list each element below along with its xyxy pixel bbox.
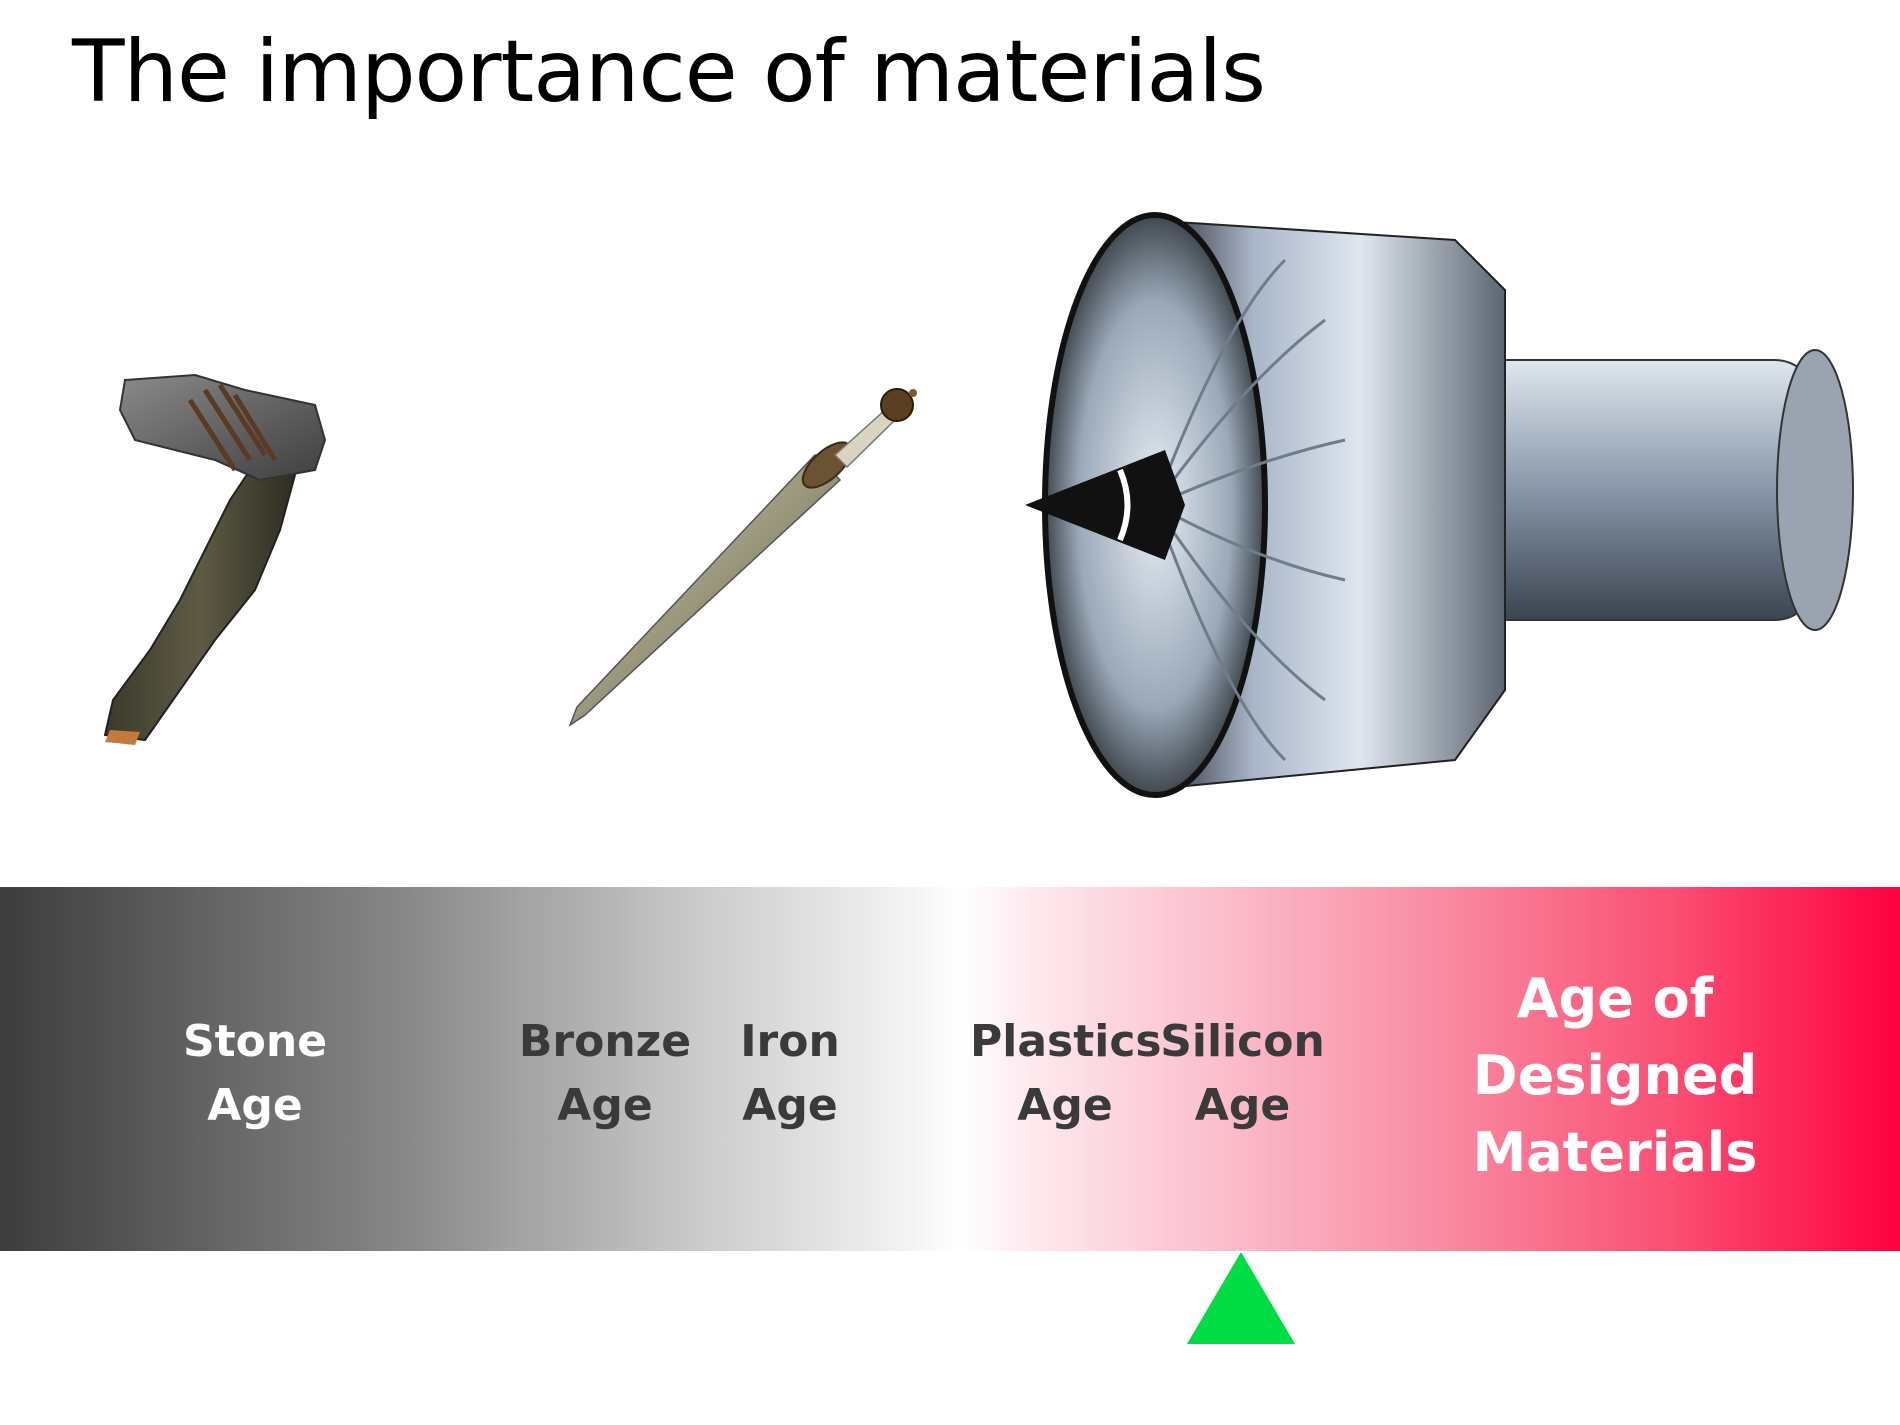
age-label-line: Age [1194, 1080, 1291, 1131]
age-label-plastics: Plastics Age [970, 1010, 1162, 1138]
age-label-line: Age [207, 1080, 303, 1131]
age-label-stone: Stone Age [155, 1010, 355, 1138]
age-label-designed-materials: Age of Designed Materials [1445, 960, 1785, 1191]
age-label-line: Stone [182, 1016, 328, 1067]
slide-title: The importance of materials [72, 22, 1266, 122]
age-label-line: Silicon [1160, 1016, 1325, 1067]
age-label-line: Age [557, 1080, 653, 1131]
age-label-iron: Iron Age [720, 1010, 860, 1138]
jet-engine-icon [1025, 212, 1854, 798]
stone-hammer-icon [103, 373, 327, 745]
age-label-bronze: Bronze Age [515, 1010, 695, 1138]
age-label-line: Age of [1516, 967, 1714, 1030]
current-age-marker-icon [1187, 1252, 1295, 1344]
age-label-line: Bronze [518, 1016, 692, 1067]
age-label-silicon: Silicon Age [1160, 1010, 1325, 1138]
age-label-line: Iron [740, 1016, 840, 1067]
age-label-line: Materials [1472, 1121, 1758, 1184]
timeline-band [0, 887, 1900, 1251]
age-label-line: Age [1017, 1080, 1113, 1131]
sword-icon [568, 388, 917, 727]
age-label-line: Age [742, 1080, 838, 1131]
age-label-line: Plastics [970, 1016, 1162, 1067]
age-label-line: Designed [1472, 1044, 1758, 1107]
